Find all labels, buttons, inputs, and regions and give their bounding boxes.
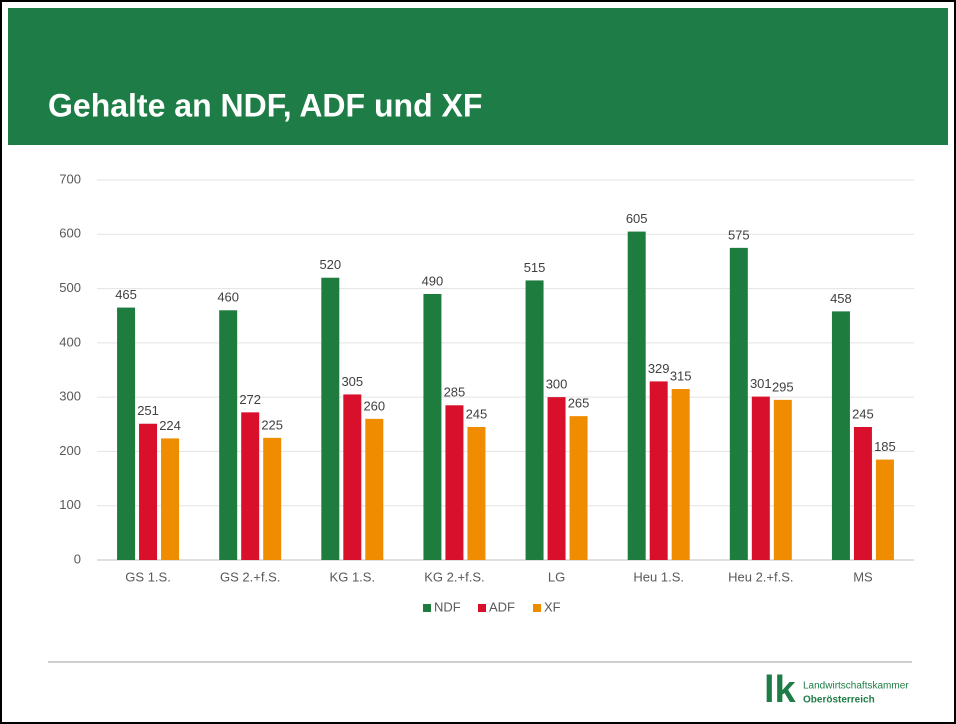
legend-swatch [423,604,431,612]
data-label: 458 [830,291,852,306]
bar [445,405,464,560]
bar [365,418,384,560]
x-tick-label: GS 2.+f.S. [220,569,280,584]
bar [671,389,690,560]
x-tick-label: LG [548,569,565,584]
bar [321,277,340,560]
legend-swatch [478,604,486,612]
bar [649,381,668,560]
logo-mark: lk [764,669,797,711]
bar [263,437,282,560]
data-label: 285 [444,385,466,400]
chart-title: Gehalte an NDF, ADF und XF [48,87,482,123]
x-tick-label: Heu 2.+f.S. [728,569,793,584]
bar [773,399,792,560]
data-label: 515 [524,260,546,275]
bar [547,397,566,560]
bar [241,412,260,560]
data-label: 272 [239,392,261,407]
bar [569,416,588,560]
data-label: 520 [319,257,341,272]
bar [343,394,362,560]
bar [853,427,872,560]
legend-label: NDF [434,599,461,614]
data-label: 245 [852,406,874,421]
y-tick-label: 300 [59,389,81,404]
bar [875,459,894,560]
data-label: 245 [466,406,488,421]
data-label: 315 [670,368,692,383]
logo-line2: Oberösterreich [803,695,875,706]
data-label: 295 [772,379,794,394]
x-tick-label: GS 1.S. [125,569,171,584]
bar [467,427,486,560]
x-tick-label: MS [853,569,873,584]
data-label: 575 [728,227,750,242]
logo-line1: Landwirtschaftskammer [803,681,909,692]
bar [219,310,238,560]
bar [525,280,544,560]
data-label: 460 [217,290,239,305]
data-label: 305 [341,374,363,389]
data-label: 251 [137,403,159,418]
legend-label: ADF [489,599,515,614]
legend-label: XF [544,599,561,614]
legend-swatch [533,604,541,612]
bar [423,294,442,560]
data-label: 490 [422,273,444,288]
data-label: 329 [648,361,670,376]
x-tick-label: Heu 1.S. [633,569,684,584]
data-label: 185 [874,439,896,454]
x-tick-label: KG 1.S. [330,569,376,584]
y-tick-label: 200 [59,443,81,458]
bar [831,311,850,560]
bar [161,438,180,560]
data-label: 224 [159,418,181,433]
data-label: 265 [568,396,590,411]
y-tick-label: 600 [59,226,81,241]
bar [627,231,646,561]
bar [139,423,158,560]
header-band [8,8,948,145]
data-label: 260 [363,398,385,413]
y-tick-label: 500 [59,280,81,295]
data-label: 465 [115,287,137,302]
bar [117,307,136,560]
data-label: 301 [750,376,772,391]
x-tick-label: KG 2.+f.S. [424,569,484,584]
y-tick-label: 400 [59,334,81,349]
data-label: 300 [546,377,568,392]
data-label: 225 [261,417,283,432]
y-tick-label: 0 [74,551,81,566]
bar [751,396,770,560]
y-tick-label: 700 [59,171,81,186]
data-label: 605 [626,211,648,226]
bar [729,247,748,560]
y-tick-label: 100 [59,497,81,512]
